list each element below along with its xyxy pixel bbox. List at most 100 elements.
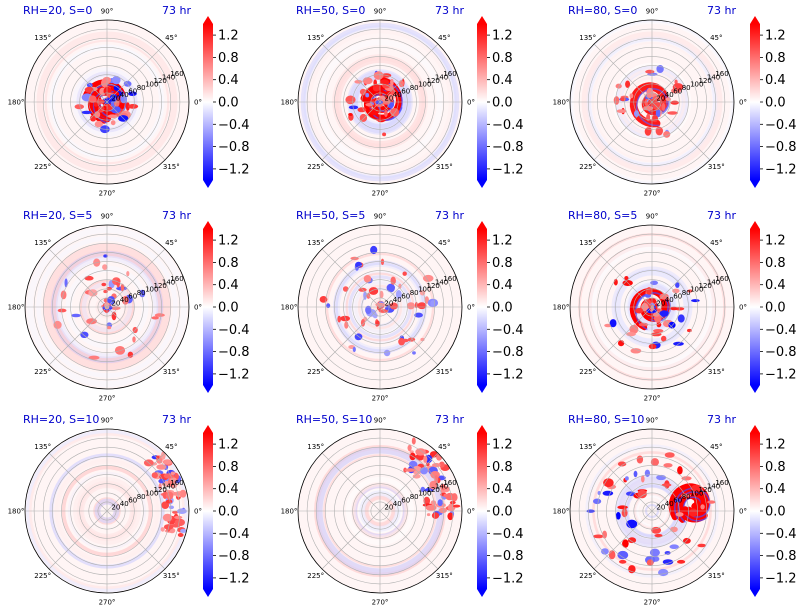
r-tick-label: 80 (137, 84, 146, 92)
cell (603, 478, 614, 488)
theta-tick-label: 90° (646, 417, 658, 425)
colorbar-tick-label: −0.4 (218, 118, 250, 133)
colorbar-tick-label: 0.4 (765, 278, 786, 293)
cell (619, 559, 627, 564)
theta-tick-label: 0° (739, 99, 747, 107)
theta-gridline (106, 306, 166, 366)
theta-gridline (48, 248, 108, 308)
cell (106, 104, 111, 108)
cell (617, 505, 628, 510)
cell (654, 533, 663, 538)
cell (372, 312, 378, 319)
r-tick-label: 20 (656, 95, 665, 103)
theta-gridline (321, 306, 381, 366)
cell (74, 104, 85, 110)
cell (629, 93, 634, 99)
r-tick-label: 20 (111, 95, 120, 103)
theta-tick-label: 180° (8, 508, 25, 516)
cell (370, 245, 378, 255)
cell (608, 550, 616, 560)
cell (677, 559, 686, 564)
cell (661, 483, 672, 487)
theta-tick-label: 315° (708, 572, 725, 580)
colorbar-tick-label: −1.2 (765, 367, 797, 382)
cell (174, 515, 183, 520)
cell (113, 85, 120, 91)
colorbar-tick-label: 1.2 (218, 234, 239, 249)
cell (653, 329, 664, 333)
theta-gridline (379, 248, 439, 308)
colorbar-tick-label: 0.8 (218, 256, 239, 271)
cell (642, 105, 654, 111)
cell (179, 489, 187, 498)
cell (691, 484, 702, 492)
cell (664, 452, 675, 458)
cell (426, 513, 431, 517)
colorbar-tick-label: 1.2 (765, 29, 786, 44)
r-tick-label: 120 (699, 77, 712, 85)
colorbar-extend-max (477, 16, 487, 24)
cell (390, 108, 400, 117)
r-tick-label: 80 (410, 493, 419, 501)
cell (439, 461, 445, 468)
theta-tick-label: 45° (438, 34, 450, 42)
r-tick-label: 100 (145, 81, 158, 89)
cell (447, 512, 454, 521)
cell (634, 110, 639, 117)
r-tick-label: 140 (707, 74, 720, 82)
panel-title: RH=80, S=0 (568, 4, 637, 17)
theta-gridline (651, 101, 711, 161)
cell (423, 455, 428, 463)
panel-title: RH=20, S=5 (23, 209, 92, 222)
cell (102, 264, 108, 270)
cell (154, 313, 165, 317)
panel-title: RH=20, S=10 (23, 413, 99, 426)
cell (388, 93, 395, 101)
cell (372, 84, 380, 92)
cell (645, 69, 655, 74)
colorbar-extend-max (203, 425, 213, 433)
r-tick-label: 20 (384, 95, 393, 103)
theta-gridline (106, 510, 166, 570)
cell (663, 463, 673, 468)
cell (662, 559, 674, 565)
r-tick-label: 60 (673, 293, 682, 301)
r-tick-label: 60 (128, 88, 137, 96)
theta-gridline (106, 101, 166, 161)
theta-tick-label: 90° (374, 213, 386, 221)
cell (379, 290, 384, 299)
polar-frame (297, 19, 463, 185)
colorbar-tick-label: 0.0 (765, 96, 786, 111)
cell (390, 276, 396, 285)
cell (412, 474, 421, 479)
cell (438, 507, 447, 514)
theta-tick-label: 270° (372, 190, 389, 198)
panel-title: RH=50, S=10 (296, 413, 372, 426)
r-tick-label: 100 (690, 286, 703, 294)
theta-tick-label: 135° (307, 239, 324, 247)
cell (170, 491, 182, 496)
theta-gridline (321, 248, 381, 308)
cell (661, 102, 666, 111)
colorbar-tick-label: −1.2 (765, 162, 797, 177)
cell (669, 544, 679, 549)
cell (644, 293, 652, 298)
theta-gridline (379, 101, 439, 161)
colorbar-extend-min (203, 589, 213, 597)
colorbar: 1.2 0.8 0.4 0.0 −0.4 −0.8 −1.2 (203, 221, 250, 393)
theta-gridline (321, 43, 381, 103)
theta-tick-label: 0° (739, 508, 747, 516)
cell (165, 491, 174, 500)
cell (411, 437, 416, 445)
cell (378, 309, 389, 313)
cell (648, 343, 657, 350)
cell (158, 478, 165, 484)
colorbar-tick-label: −1.2 (492, 162, 524, 177)
theta-tick-label: 270° (644, 599, 661, 607)
theta-tick-label: 135° (579, 443, 596, 451)
r-tick-label: 140 (162, 74, 175, 82)
colorbar-tick-label: −0.8 (492, 345, 524, 360)
